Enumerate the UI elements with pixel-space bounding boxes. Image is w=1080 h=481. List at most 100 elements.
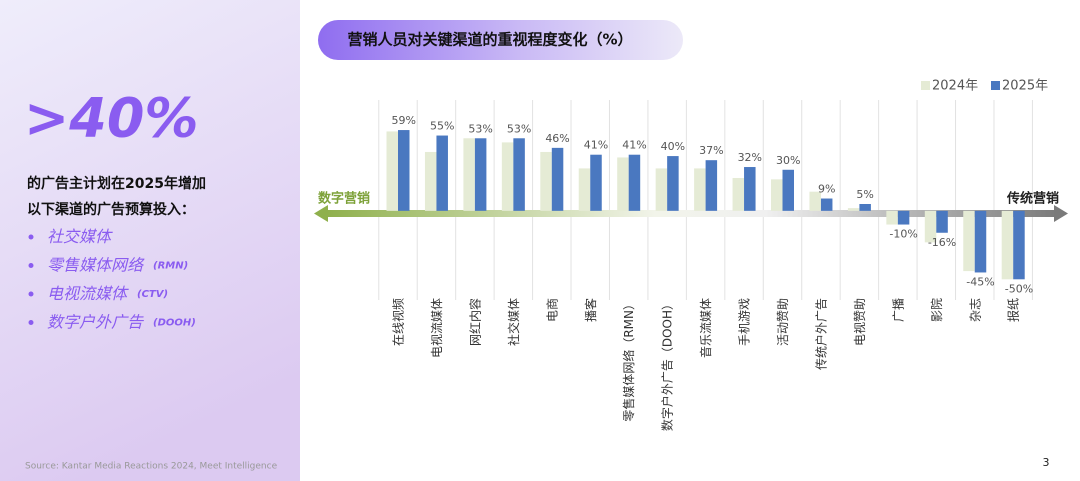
x-tick-label: 活动赞助 [776, 298, 790, 346]
bullet-dot [28, 234, 34, 240]
bar [424, 151, 437, 211]
title-pill [318, 20, 683, 60]
bar [590, 154, 602, 211]
bar [820, 198, 833, 211]
x-tick-label: 传统户外广告 [813, 298, 828, 370]
bar [628, 154, 641, 211]
bar [398, 130, 410, 211]
legend-swatch [991, 81, 1000, 90]
arrow-head [1054, 205, 1068, 222]
source: Source: Kantar Media Reactions 2024, Mee… [25, 462, 278, 472]
bullet-dot [28, 291, 34, 297]
x-tick-label: 手机游戏 [738, 298, 752, 346]
bar [897, 210, 910, 225]
bar [501, 142, 514, 211]
bar [463, 138, 475, 211]
x-tick-label: 音乐流媒体 [698, 298, 713, 358]
legend-swatch [921, 81, 930, 90]
legend-label: 2025年 [1002, 79, 1048, 94]
bar [936, 210, 948, 233]
value-label: -50% [1005, 282, 1033, 295]
bullet-dot [28, 263, 34, 268]
arrow-label: 数字营销 [318, 191, 370, 207]
page-number: 3 [1043, 456, 1050, 469]
value-label: 53% [468, 122, 492, 135]
bar [705, 160, 718, 211]
value-label: 53% [507, 122, 531, 135]
value-label: 5% [856, 188, 873, 201]
bar [963, 210, 975, 272]
x-tick-label: 电视赞助 [852, 298, 867, 346]
bullet-dot [28, 320, 34, 325]
bar [694, 168, 706, 211]
bar [436, 135, 448, 211]
legend-label: 2024年 [932, 79, 978, 94]
bar [782, 169, 794, 211]
value-label: 9% [818, 183, 835, 196]
bullet-text: 电视流媒体 (CTV) [47, 284, 168, 303]
bullet-text: 零售媒体网络 (RMN) [47, 255, 188, 274]
value-label: 55% [430, 120, 454, 133]
x-tick-label: 报纸 [1006, 298, 1021, 322]
intro-line: 以下渠道的广告预算投入： [27, 201, 195, 218]
value-label: 46% [545, 132, 569, 145]
x-tick-label: 播客 [583, 298, 598, 322]
bullet-label: 数字户外广告 [47, 312, 144, 331]
bar [617, 157, 629, 211]
x-tick-label: 零售媒体网络（RMN） [621, 298, 636, 422]
x-tick-label: 电视流媒体 [429, 298, 444, 358]
bar [655, 168, 668, 211]
bar [974, 210, 987, 273]
x-tick-label: 杂志 [968, 298, 982, 322]
arrow-head [314, 205, 328, 222]
x-tick-label: 在线视频 [391, 298, 406, 346]
bullet-label: 社交媒体 [47, 227, 113, 246]
value-label: 40% [661, 140, 685, 153]
x-tick-label: 社交媒体 [506, 298, 521, 346]
bar [924, 210, 937, 243]
bullet-label: 电视流媒体 [47, 284, 129, 303]
chart-title: 营销人员对关键渠道的重视程度变化（%） [347, 31, 632, 49]
arrow-label: 传统营销 [1006, 191, 1059, 207]
bullet-tag: (CTV) [137, 289, 168, 300]
left-panel [0, 0, 300, 481]
bar [809, 191, 821, 211]
bar [744, 167, 756, 211]
bar [551, 147, 564, 211]
value-label: -45% [966, 275, 994, 288]
arrow-bar [326, 210, 1058, 217]
x-tick-label: 广播 [891, 298, 905, 322]
bar [771, 179, 783, 211]
bar [847, 208, 860, 211]
x-tick-label: 网红内容 [467, 298, 482, 346]
value-label: 37% [699, 144, 723, 157]
bullet-tag: (DOOH) [153, 318, 196, 329]
value-label: -10% [889, 228, 917, 241]
bullet-tag: (RMN) [153, 261, 188, 272]
headline: >40% [24, 87, 199, 150]
bar [1001, 210, 1014, 280]
value-label: 41% [584, 139, 608, 152]
value-label: 41% [622, 139, 646, 152]
x-tick-label: 电商 [544, 298, 559, 322]
bar [667, 156, 679, 211]
bar [386, 131, 398, 211]
bar [578, 168, 591, 211]
bar [886, 210, 898, 225]
bar [540, 151, 552, 211]
bullet-text: 数字户外广告 (DOOH) [47, 312, 196, 331]
bar [732, 177, 745, 211]
intro-line: 的广告主计划在2025年增加 [27, 175, 206, 192]
bullet-label: 零售媒体网络 [47, 255, 145, 274]
value-label: 30% [776, 154, 800, 167]
bullet-text: 社交媒体 [47, 227, 113, 246]
bar [1013, 210, 1025, 280]
value-label: -16% [928, 236, 956, 249]
value-label: 59% [392, 114, 416, 127]
value-label: 32% [738, 151, 762, 164]
bar [859, 204, 871, 211]
bar [513, 138, 525, 211]
x-tick-label: 影院 [930, 298, 944, 322]
x-tick-label: 数字户外广告（DOOH） [660, 298, 675, 431]
